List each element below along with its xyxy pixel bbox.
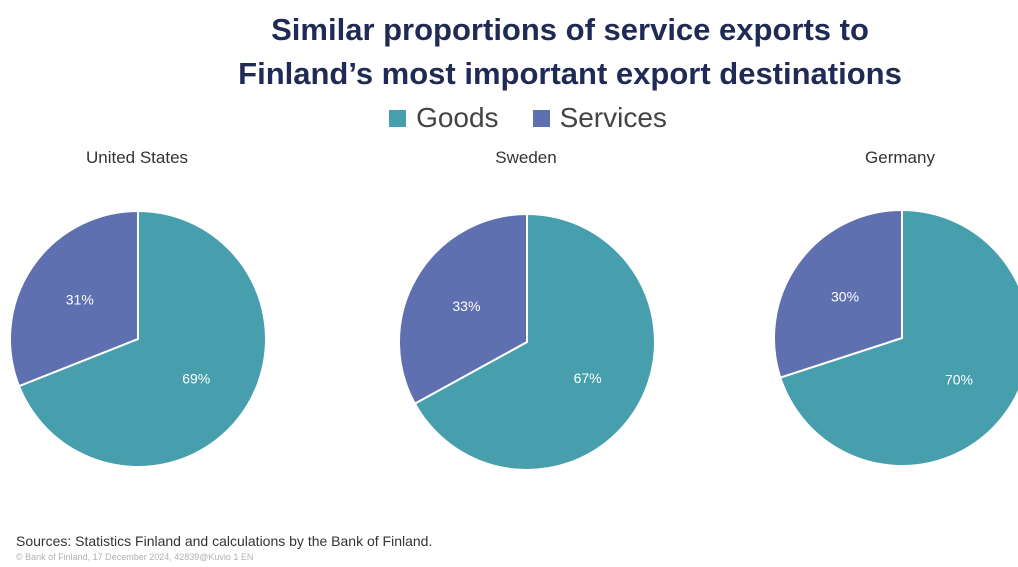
pie-label-sweden-services: 33% (452, 298, 480, 314)
legend-swatch-goods (389, 109, 407, 127)
sources-note: Sources: Statistics Finland and calculat… (16, 533, 433, 549)
pie-label-germany-services: 30% (831, 289, 859, 305)
pie-united-states: 69% 31% (9, 209, 267, 468)
pie-sweden: 67% 33% (398, 212, 656, 471)
legend-label-services: Services (559, 102, 667, 133)
legend-swatch-services (532, 109, 550, 127)
pie-title-germany: Germany (865, 148, 935, 167)
pie-title-sweden: Sweden (495, 148, 557, 167)
copyright-note: © Bank of Finland, 17 December 2024, 428… (16, 552, 254, 562)
pie-label-united-states-goods: 69% (182, 371, 210, 387)
pie-slice-united-states-goods (17, 209, 267, 468)
pie-slice-germany-services (773, 208, 903, 379)
chart-title: Similar proportions of service exports t… (0, 8, 1018, 96)
legend-item-services: Services (532, 102, 667, 134)
pie-title-united-states: United States (85, 148, 189, 167)
pie-slice-united-states-services (9, 209, 139, 388)
pie-label-united-states-services: 31% (66, 291, 94, 307)
pie-slice-sweden-services (398, 212, 528, 406)
title-line-1: Similar proportions of service exports t… (271, 12, 869, 47)
pie-label-germany-goods: 70% (945, 371, 973, 387)
pie-germany: 70% 30% (773, 208, 1018, 467)
legend: Goods Services (0, 102, 1018, 134)
legend-item-goods: Goods (389, 102, 499, 134)
legend-label-goods: Goods (416, 102, 499, 133)
pie-label-sweden-goods: 67% (574, 370, 602, 386)
title-line-2: Finland’s most important export destinat… (238, 56, 902, 91)
pie-slice-germany-goods (779, 208, 1018, 467)
pie-slice-sweden-goods (413, 212, 656, 471)
